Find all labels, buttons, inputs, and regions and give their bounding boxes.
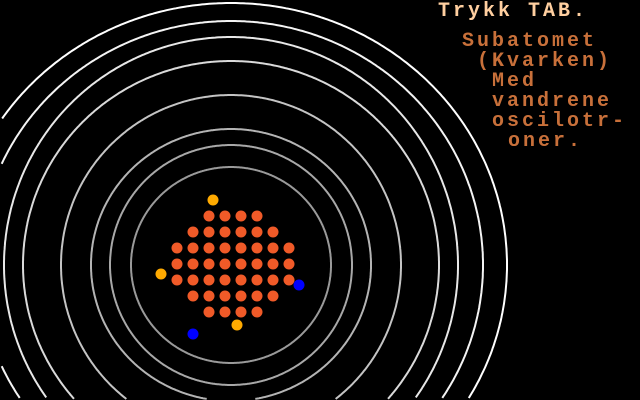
nucleus-particle: [171, 258, 183, 270]
nucleus-particle: [203, 226, 215, 238]
nucleus-particle: [267, 242, 279, 254]
ring: [60, 94, 402, 400]
orange-quark: [155, 268, 167, 280]
ring: [90, 128, 372, 400]
nucleus-particle: [187, 274, 199, 286]
nucleus-particle: [235, 290, 247, 302]
ring: [130, 166, 332, 364]
nucleus-particle: [171, 242, 183, 254]
ring: [22, 60, 440, 400]
nucleus-particle: [267, 290, 279, 302]
nucleus-particle: [283, 242, 295, 254]
nucleus-particle: [235, 226, 247, 238]
nucleus-particle: [219, 242, 231, 254]
nucleus-particle: [235, 242, 247, 254]
orange-quark: [231, 319, 243, 331]
orange-quark: [207, 194, 219, 206]
description-line: vandrene: [492, 90, 613, 113]
ring: [1, 2, 508, 399]
blue-quark: [187, 328, 199, 340]
nucleus-particle: [251, 290, 263, 302]
nucleus-particle: [219, 306, 231, 318]
description-line: (Kvarken): [477, 50, 613, 73]
press-tab-prompt: Trykk TAB.: [438, 0, 589, 23]
nucleus-particle: [251, 258, 263, 270]
nucleus-particle: [267, 226, 279, 238]
nucleus-particle: [267, 274, 279, 286]
nucleus-particle: [283, 274, 295, 286]
nucleus-particle: [219, 290, 231, 302]
nucleus-particle: [235, 258, 247, 270]
nucleus-particle: [235, 210, 247, 222]
nucleus-particle: [251, 226, 263, 238]
ring: [0, 20, 484, 399]
nucleus-particle: [203, 274, 215, 286]
description-line: Subatomet: [462, 30, 598, 53]
description-line: oner.: [508, 130, 584, 153]
nucleus-particle: [203, 290, 215, 302]
nucleus-particle: [203, 306, 215, 318]
nucleus-particle: [203, 242, 215, 254]
ring: [109, 144, 353, 386]
nucleus-particle: [219, 274, 231, 286]
nucleus-particle: [187, 258, 199, 270]
nucleus-particle: [235, 274, 247, 286]
nucleus-particle: [267, 258, 279, 270]
nucleus-particle: [219, 226, 231, 238]
nucleus-particle: [219, 258, 231, 270]
nucleus-particle: [171, 274, 183, 286]
nucleus-particle: [187, 226, 199, 238]
nucleus-particle: [251, 210, 263, 222]
blue-quark: [293, 279, 305, 291]
nucleus-particle: [203, 258, 215, 270]
nucleus-particle: [251, 274, 263, 286]
description-line: Med: [492, 70, 538, 93]
nucleus-particle: [187, 290, 199, 302]
nucleus-particle: [187, 242, 199, 254]
ring: [3, 36, 459, 398]
nucleus-particle: [219, 210, 231, 222]
nucleus-particle: [235, 306, 247, 318]
nucleus-particle: [251, 306, 263, 318]
description-line: oscilotr-: [492, 110, 628, 133]
nucleus-particle: [251, 242, 263, 254]
nucleus-particle: [203, 210, 215, 222]
nucleus-particle: [283, 258, 295, 270]
